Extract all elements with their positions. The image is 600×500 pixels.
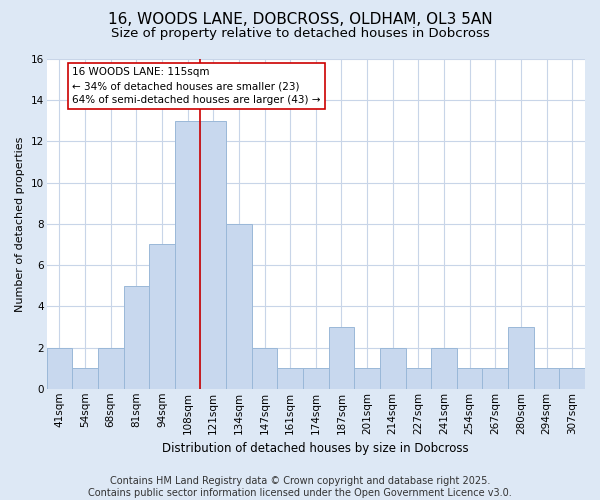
Bar xyxy=(329,327,354,389)
Bar xyxy=(482,368,508,389)
Bar xyxy=(457,368,482,389)
Bar xyxy=(98,348,124,389)
Bar xyxy=(251,348,277,389)
Bar xyxy=(175,121,200,389)
X-axis label: Distribution of detached houses by size in Dobcross: Distribution of detached houses by size … xyxy=(163,442,469,455)
Y-axis label: Number of detached properties: Number of detached properties xyxy=(15,136,25,312)
Bar xyxy=(380,348,406,389)
Bar xyxy=(277,368,303,389)
Bar xyxy=(303,368,329,389)
Text: 16 WOODS LANE: 115sqm
← 34% of detached houses are smaller (23)
64% of semi-deta: 16 WOODS LANE: 115sqm ← 34% of detached … xyxy=(72,67,321,105)
Bar xyxy=(354,368,380,389)
Bar xyxy=(47,348,72,389)
Bar xyxy=(406,368,431,389)
Bar xyxy=(534,368,559,389)
Bar xyxy=(226,224,251,389)
Text: 16, WOODS LANE, DOBCROSS, OLDHAM, OL3 5AN: 16, WOODS LANE, DOBCROSS, OLDHAM, OL3 5A… xyxy=(107,12,493,28)
Bar xyxy=(72,368,98,389)
Bar xyxy=(431,348,457,389)
Bar xyxy=(149,244,175,389)
Bar xyxy=(124,286,149,389)
Bar xyxy=(508,327,534,389)
Bar xyxy=(559,368,585,389)
Bar xyxy=(200,121,226,389)
Text: Size of property relative to detached houses in Dobcross: Size of property relative to detached ho… xyxy=(110,28,490,40)
Text: Contains HM Land Registry data © Crown copyright and database right 2025.
Contai: Contains HM Land Registry data © Crown c… xyxy=(88,476,512,498)
